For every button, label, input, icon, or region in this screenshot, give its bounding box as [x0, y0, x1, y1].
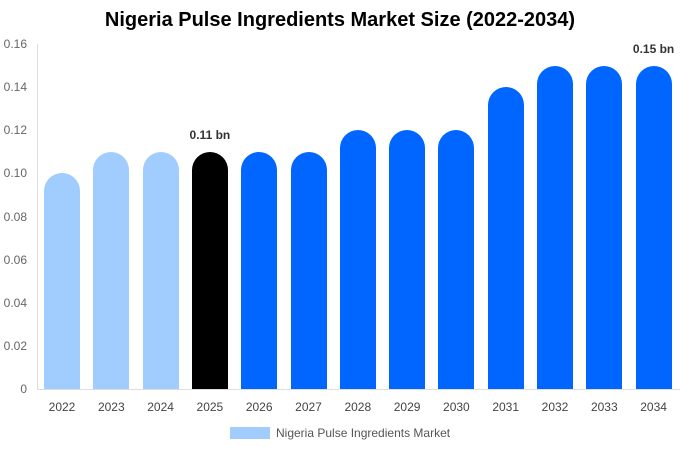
x-tick-label: 2034 — [640, 400, 667, 414]
data-label: 0.11 bn — [189, 127, 231, 142]
x-tick-label: 2028 — [344, 400, 372, 414]
x-tick-label: 2027 — [295, 400, 322, 414]
y-tick-label: 0.10 — [3, 166, 27, 181]
bar-2031[interactable] — [487, 87, 524, 389]
bar-2023[interactable] — [93, 151, 130, 389]
x-tick-label: 2022 — [48, 400, 76, 414]
bar-2028[interactable] — [339, 130, 376, 389]
bar-2025[interactable] — [191, 151, 228, 389]
bar-2034[interactable] — [635, 65, 672, 389]
chart-title: Nigeria Pulse Ingredients Market Size (2… — [104, 9, 576, 31]
x-tick-label: 2025 — [196, 400, 224, 414]
bar-2026[interactable] — [241, 151, 278, 389]
y-tick-label: 0.02 — [3, 338, 27, 353]
bar-2027[interactable] — [290, 151, 327, 389]
bar-2029[interactable] — [389, 130, 426, 389]
y-axis-line — [37, 44, 38, 390]
legend-label: Nigeria Pulse Ingredients Market — [276, 426, 451, 440]
bar-2030[interactable] — [438, 130, 475, 389]
bar-2032[interactable] — [537, 65, 573, 389]
bar-2033[interactable] — [586, 65, 623, 389]
y-tick-label: 0.14 — [3, 80, 27, 95]
y-tick-label: 0 — [20, 382, 27, 396]
x-tick-label: 2031 — [492, 400, 520, 414]
legend-swatch — [230, 427, 270, 439]
x-tick-label: 2033 — [590, 400, 618, 414]
x-tick-label: 2026 — [245, 400, 273, 414]
y-tick-label: 0.06 — [3, 252, 27, 267]
bar-2024[interactable] — [142, 151, 179, 389]
x-tick-label: 2030 — [443, 400, 470, 414]
x-axis-line — [37, 389, 680, 390]
y-tick-label: 0.16 — [3, 37, 27, 51]
x-tick-label: 2023 — [97, 400, 125, 414]
data-label: 0.15 bn — [632, 41, 675, 56]
x-tick-label: 2029 — [393, 400, 421, 414]
x-tick-label: 2024 — [147, 400, 174, 414]
y-tick-label: 0.08 — [3, 209, 27, 224]
bar-2022[interactable] — [44, 173, 80, 389]
y-tick-label: 0.04 — [3, 295, 27, 310]
y-tick-label: 0.12 — [3, 123, 27, 138]
x-tick-label: 2032 — [541, 400, 569, 414]
legend[interactable]: Nigeria Pulse Ingredients Market — [230, 426, 450, 440]
